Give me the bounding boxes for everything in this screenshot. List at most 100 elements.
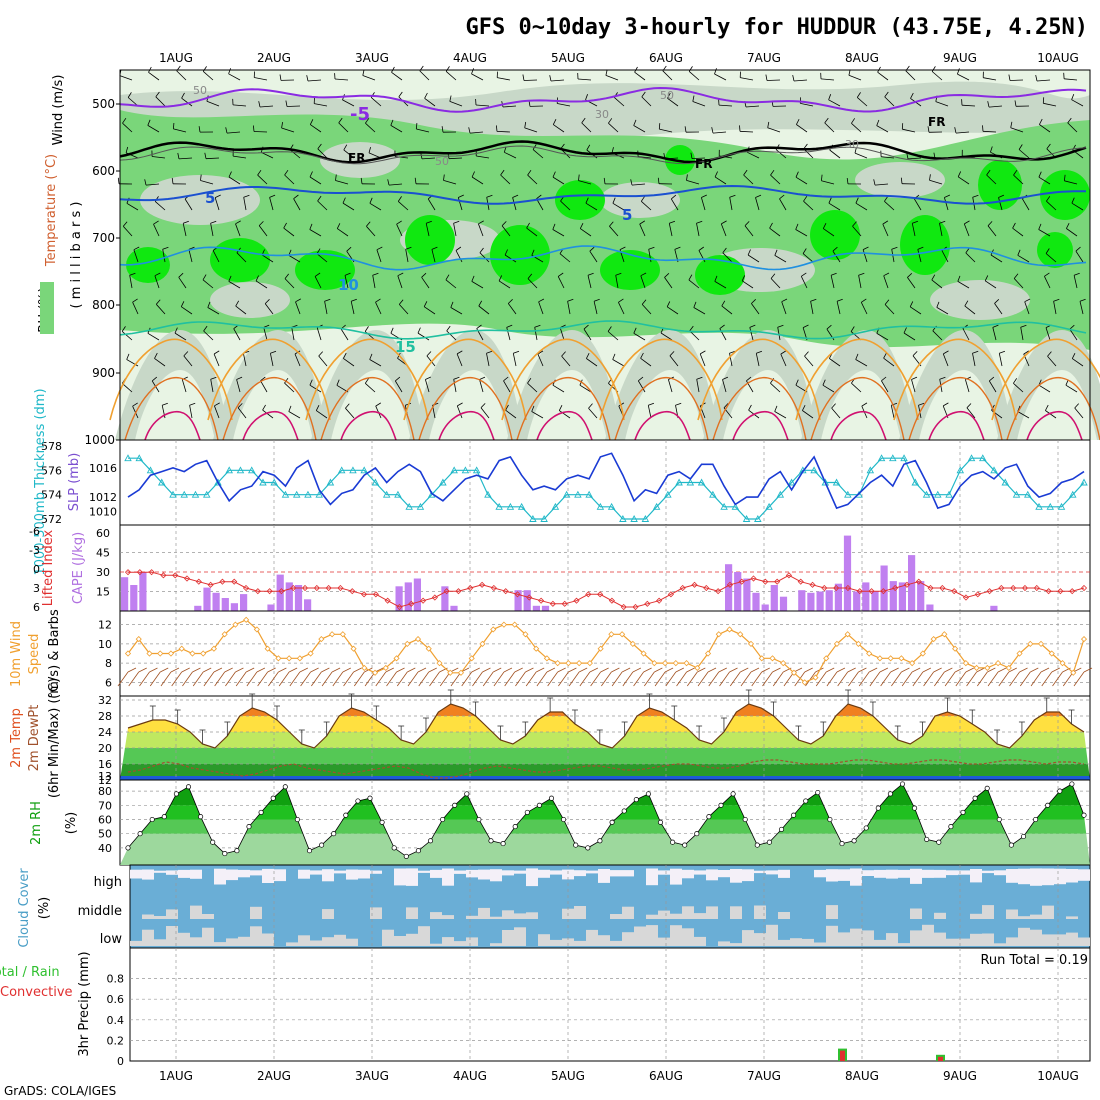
upper-wind-barb-flag [729, 194, 736, 198]
upper-wind-barb [1074, 407, 1084, 419]
li-marker [408, 600, 415, 607]
wind-marker [1059, 660, 1066, 667]
cape-label: CAPE (J/kg) [71, 532, 86, 604]
thickness-marker [292, 490, 301, 498]
wind-label-2: Speed [27, 634, 42, 675]
cloud-gap-segment [466, 915, 478, 919]
upper-wind-barb [456, 405, 463, 419]
upper-wind-barb [263, 327, 268, 341]
cloud-gap-segment [1054, 934, 1066, 946]
surface-wind-barb [343, 671, 354, 687]
cloud-gap-segment [670, 913, 682, 919]
wind-marker [457, 669, 465, 676]
upper-wind-barb [314, 276, 322, 289]
upper-wind-barb-flag [480, 403, 486, 408]
wind-marker [887, 655, 894, 662]
upper-wind-barb [154, 358, 166, 367]
rh-marker [778, 826, 785, 832]
thickness-marker [371, 478, 380, 486]
wind-marker [909, 660, 916, 667]
upper-wind-barb-flag [122, 221, 128, 227]
wind-marker [404, 640, 411, 647]
upper-wind-barb-flag [640, 352, 644, 359]
contour-30 [928, 410, 985, 441]
wind-marker [543, 655, 550, 662]
wind-marker [200, 650, 207, 657]
contour-label: 15 [395, 338, 416, 356]
upper-wind-barb-flag [503, 376, 509, 382]
upper-wind-barb [122, 122, 133, 133]
upper-wind-barb-flag [336, 223, 341, 229]
upper-wind-barb-flag [861, 402, 868, 407]
upper-wind-barb [527, 278, 538, 289]
upper-wind-barb-flag [803, 143, 808, 150]
upper-wind-barb-flag [831, 403, 836, 409]
cape-bar [843, 535, 852, 611]
upper-wind-barb-flag [285, 100, 288, 107]
upper-wind-barb [453, 223, 457, 237]
cloud-gap-segment [322, 869, 334, 882]
surface-wind-barb [633, 671, 644, 687]
thickness-marker [382, 490, 391, 498]
upper-wind-barb-flag [883, 272, 890, 277]
surface-wind-barb [278, 671, 290, 687]
upper-wind-barb-flag [1071, 353, 1076, 359]
cloud-gap-segment [706, 906, 718, 919]
upper-wind-barb [557, 276, 565, 289]
surface-wind-barb-flag [761, 667, 770, 673]
upper-wind-barb [153, 224, 160, 237]
upper-wind-barb [207, 307, 220, 315]
upper-wind-barb [852, 225, 862, 237]
upper-wind-barb-flag [471, 68, 474, 75]
li-marker [868, 588, 875, 595]
upper-wind-barb-flag [309, 171, 313, 178]
upper-wind-barb [668, 379, 673, 393]
li-marker [313, 584, 320, 592]
upper-wind-barb-flag [1008, 74, 1011, 81]
surface-wind-barb-flag [987, 667, 996, 673]
upper-wind-barb [396, 224, 403, 237]
upper-wind-barb [427, 198, 436, 211]
precip-tick: 0.2 [107, 1034, 125, 1047]
upper-wind-barb-flag [1014, 100, 1017, 107]
upper-wind-barb [269, 197, 274, 211]
surface-wind-barb-flag [890, 667, 899, 673]
thickness-marker [922, 490, 931, 498]
surface-wind-barb [482, 671, 494, 687]
upper-wind-barb [1017, 254, 1030, 263]
contour-label: 50 [660, 89, 674, 102]
wind-marker [715, 631, 722, 638]
upper-wind-barb [309, 384, 322, 393]
surface-wind-barb [966, 671, 977, 687]
upper-wind-barb-flag [998, 194, 1005, 198]
cloud-gap-segment [250, 926, 262, 946]
upper-wind-barb-flag [538, 298, 545, 303]
upper-wind-barb [507, 303, 517, 315]
cape-bar [743, 578, 751, 611]
surface-wind-barb [311, 671, 322, 687]
temp-tick: 28 [98, 710, 112, 723]
upper-wind-barb [318, 355, 328, 367]
rh-marker [561, 816, 567, 823]
upper-wind-barb [372, 275, 376, 289]
upper-wind-barb-flag [912, 351, 918, 356]
rh-marker [234, 848, 240, 854]
upper-wind-barb-flag [314, 272, 321, 277]
upper-wind-barb [828, 99, 841, 107]
li-marker [183, 575, 191, 582]
upper-wind-barb [641, 96, 652, 107]
cloud-gap-segment [454, 941, 466, 946]
surface-wind-barb-flag [997, 667, 1007, 673]
cloud-gap-segment [958, 870, 970, 875]
upper-wind-barb [316, 410, 328, 419]
surface-wind-barb [901, 671, 913, 687]
upper-wind-barb-flag [723, 403, 729, 409]
upper-wind-barb-flag [1044, 272, 1050, 277]
li-marker [951, 588, 958, 595]
upper-wind-barb [612, 202, 625, 211]
upper-wind-barb-flag [830, 272, 837, 276]
thickness-marker [776, 490, 785, 498]
upper-wind-barb [994, 303, 1003, 315]
wind-marker [973, 664, 980, 672]
cloud-gap-segment [454, 870, 466, 874]
